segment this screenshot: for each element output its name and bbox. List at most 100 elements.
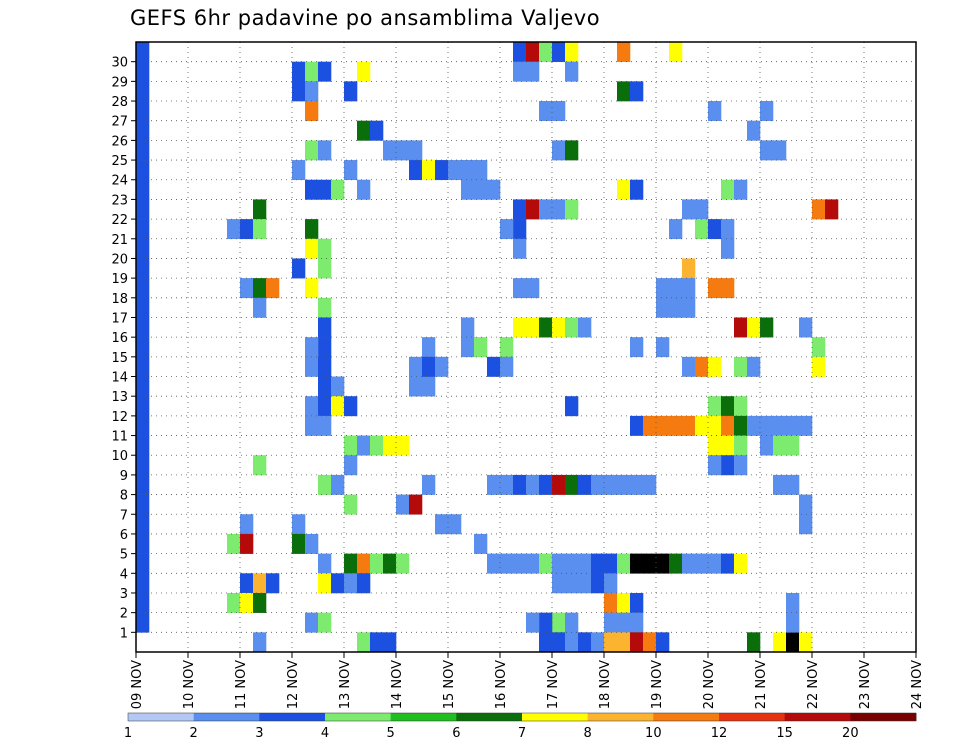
heat-cell (357, 61, 371, 82)
heat-cell (305, 396, 319, 417)
legend-label: 2 (190, 726, 198, 741)
heat-cell (305, 415, 319, 436)
legend-swatch (850, 713, 917, 721)
heat-cell (513, 42, 527, 62)
heat-cell (318, 238, 332, 259)
heat-cell (136, 376, 150, 397)
y-tick-label: 21 (111, 233, 128, 248)
y-tick-label: 6 (120, 528, 128, 543)
y-tick-label: 3 (120, 587, 128, 602)
heat-cell (136, 592, 150, 613)
heat-cell (630, 179, 644, 200)
x-tick-label: 14 NOV (390, 660, 405, 709)
heat-cell (708, 553, 722, 574)
heat-cell (578, 474, 592, 495)
grid-layer (136, 42, 916, 652)
heat-cell (305, 219, 319, 240)
legend-swatch (128, 713, 195, 721)
heat-cell (136, 81, 150, 102)
heat-cell (734, 435, 748, 456)
y-tick-label: 4 (120, 567, 128, 582)
heat-cell (136, 101, 150, 122)
x-tick-label: 15 NOV (442, 660, 457, 709)
heat-cell (344, 455, 358, 476)
heat-cell (734, 455, 748, 476)
heat-cell (656, 337, 670, 358)
heat-cell (617, 81, 631, 102)
heat-cell (461, 160, 475, 181)
heat-cell (708, 278, 722, 299)
heat-cell (227, 533, 241, 554)
heat-cell (630, 81, 644, 102)
heat-cell (786, 612, 800, 633)
y-tick-label: 27 (111, 115, 128, 130)
heat-cell (539, 632, 553, 653)
heat-cell (552, 573, 566, 594)
heat-cell (136, 474, 150, 495)
heat-cell (422, 474, 436, 495)
heat-cell (591, 474, 605, 495)
heat-cell (656, 278, 670, 299)
heat-cell (630, 474, 644, 495)
y-tick-label: 1 (120, 626, 128, 641)
heat-cell (422, 356, 436, 377)
y-tick-label: 14 (111, 371, 128, 386)
legend-label: 6 (452, 726, 460, 741)
heat-cell (799, 317, 813, 338)
heat-cell (786, 435, 800, 456)
y-tick-label: 18 (111, 292, 128, 307)
heat-cell (721, 238, 735, 259)
heat-cell (422, 160, 436, 181)
heat-cell (240, 219, 254, 240)
heat-cell (357, 179, 371, 200)
heat-cell (721, 455, 735, 476)
heat-cell (331, 179, 345, 200)
heat-cell (344, 573, 358, 594)
heat-cell (747, 415, 761, 436)
heat-cell (136, 42, 150, 62)
heat-cell (318, 140, 332, 161)
heat-cell (318, 356, 332, 377)
heat-cell (136, 199, 150, 220)
heat-cell (136, 219, 150, 240)
heat-cell (591, 553, 605, 574)
heat-cell (630, 612, 644, 633)
y-tick-label: 26 (111, 134, 128, 149)
heat-cell (734, 356, 748, 377)
heat-cell (799, 494, 813, 515)
y-tick-label: 23 (111, 193, 128, 208)
heat-cell (643, 415, 657, 436)
heat-cell (773, 435, 787, 456)
heat-cell (136, 573, 150, 594)
heat-cell (669, 553, 683, 574)
x-tick-label: 10 NOV (182, 660, 197, 709)
y-tick-label: 30 (111, 56, 128, 71)
y-tick-label: 13 (111, 390, 128, 405)
heat-cell (617, 42, 631, 62)
heat-cell (630, 337, 644, 358)
heat-cell (383, 632, 397, 653)
cell-layer (136, 42, 839, 653)
heat-cell (552, 140, 566, 161)
heat-cell (747, 356, 761, 377)
heat-cell (721, 415, 735, 436)
heat-cell (292, 160, 306, 181)
heat-cell (136, 61, 150, 82)
heat-cell (604, 573, 618, 594)
legend-label: 5 (387, 726, 395, 741)
heat-cell (253, 632, 267, 653)
legend-label: 7 (518, 726, 526, 741)
heat-cell (630, 592, 644, 613)
y-tick-label: 29 (111, 75, 128, 90)
heat-cell (318, 553, 332, 574)
legend-swatch (325, 713, 392, 721)
heat-cell (318, 297, 332, 318)
heat-cell (591, 573, 605, 594)
heat-cell (344, 160, 358, 181)
heat-cell (591, 632, 605, 653)
heat-cell (500, 356, 514, 377)
heat-cell (409, 494, 423, 515)
heat-cell (734, 396, 748, 417)
heat-cell (773, 415, 787, 436)
heat-cell (812, 199, 826, 220)
